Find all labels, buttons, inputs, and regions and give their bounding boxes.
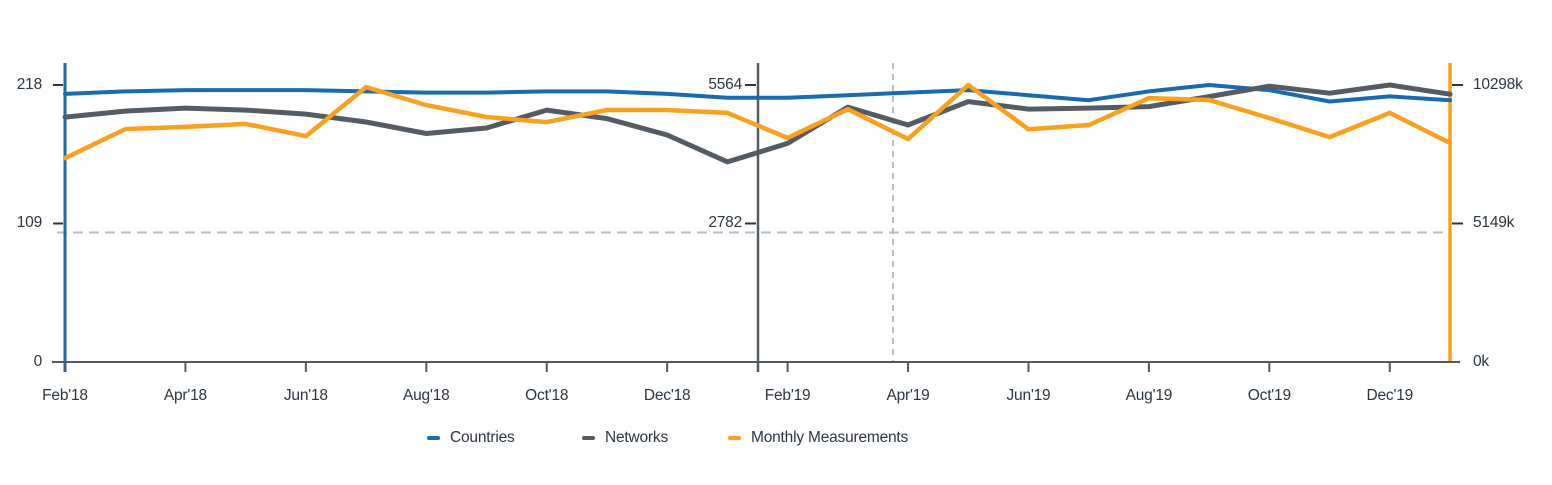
legend-label-networks: Networks <box>605 429 668 446</box>
x-axis-label: Dec'18 <box>643 387 691 404</box>
plot-area[interactable] <box>65 63 1450 362</box>
legend-item-monthly-measurements[interactable]: Monthly Measurements <box>728 428 908 448</box>
x-axis-label: Jun'19 <box>1006 387 1051 404</box>
x-axis-label: Dec'19 <box>1366 387 1414 404</box>
left-axis-label-mid: 109 <box>16 214 42 231</box>
legend-item-networks[interactable]: Networks <box>582 428 668 448</box>
x-axis-label: Apr'18 <box>163 387 207 404</box>
right-axis-label-zero: 0k <box>1473 353 1489 370</box>
monthly-measurements-line <box>62 82 1453 161</box>
networks-line <box>62 82 1453 165</box>
right-axis-label-max: 10298k <box>1473 76 1523 93</box>
x-axis-ticks <box>64 363 1391 372</box>
chart-legend: Countries Networks Monthly Measurements <box>0 428 1552 450</box>
x-axis-label: Oct'18 <box>525 387 569 404</box>
series-lines <box>62 82 1453 165</box>
legend-item-countries[interactable]: Countries <box>427 428 515 448</box>
monthly-measurements-line-marker-icon <box>728 436 741 440</box>
left-axis-label-zero: 0 <box>33 353 43 370</box>
left-axis-label-max: 218 <box>16 76 42 93</box>
right-axis-label-mid: 5149k <box>1473 214 1515 231</box>
middle-axis-label-max: 5564 <box>708 76 742 93</box>
legend-label-monthly-measurements: Monthly Measurements <box>751 429 909 446</box>
legend-label-countries: Countries <box>450 429 515 446</box>
countries-line <box>63 83 1452 104</box>
x-axis-label: Apr'19 <box>886 387 930 404</box>
x-axis-label: Jun'18 <box>283 387 328 404</box>
x-axis-label: Feb'19 <box>764 387 811 404</box>
x-axis-label: Aug'19 <box>1125 387 1173 404</box>
x-axis-label: Oct'19 <box>1247 387 1291 404</box>
networks-line-marker-icon <box>582 436 595 440</box>
middle-axis-label-mid: 2782 <box>708 214 742 231</box>
countries-line-marker-icon <box>427 436 440 440</box>
x-axis-label: Aug'18 <box>403 387 450 404</box>
x-axis-label: Feb'18 <box>42 387 88 404</box>
